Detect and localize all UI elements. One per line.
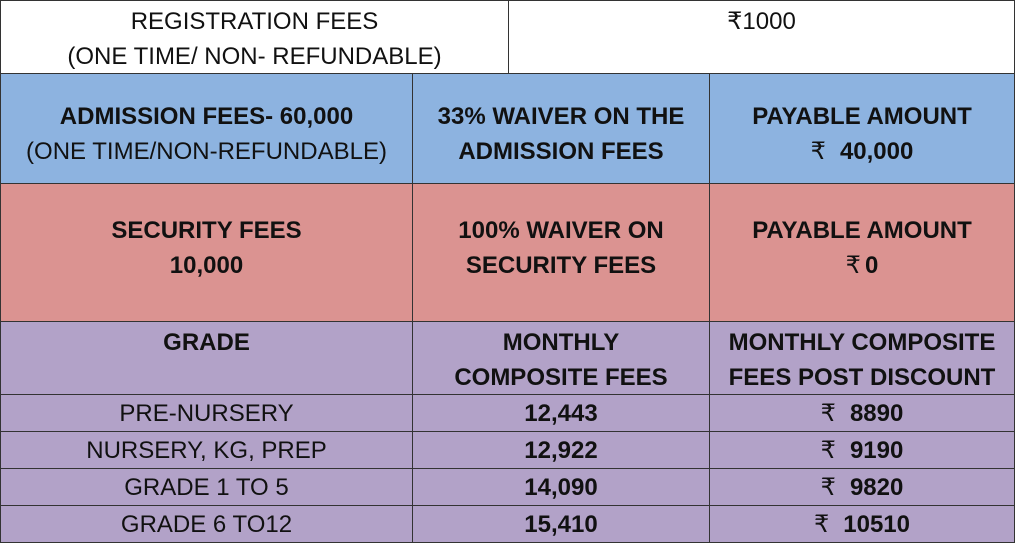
security-fee-amount: 10,000 (169, 251, 244, 279)
security-payable-value: 0 (864, 251, 879, 279)
monthly-fee: 14,090 (524, 473, 598, 501)
post-discount-fee: ₹9820 (821, 470, 904, 505)
registration-fee-amount-cell: ₹1000 (508, 0, 1015, 74)
table-row-grade: GRADE 1 TO 5 (0, 468, 413, 506)
table-row-post-discount: ₹10510 (709, 505, 1015, 543)
registration-fee-note: (ONE TIME/ NON- REFUNDABLE) (67, 43, 442, 70)
grade-name: NURSERY, KG, PREP (86, 436, 327, 464)
post-discount-fee: ₹8890 (821, 396, 904, 431)
table-row-monthly: 12,443 (412, 394, 710, 432)
admission-fee-title: ADMISSION FEES- 60,000 (59, 102, 354, 130)
security-fee-title: SECURITY FEES (111, 216, 302, 244)
security-waiver-cell: 100% WAIVER ON SECURITY FEES (412, 183, 710, 322)
security-payable-amount: ₹0 (846, 248, 879, 283)
post-discount-value: 8890 (849, 399, 904, 427)
grade-name: GRADE 1 TO 5 (124, 473, 289, 501)
admission-waiver-cell: 33% WAIVER ON THE ADMISSION FEES (412, 73, 710, 184)
table-row-grade: GRADE 6 TO12 (0, 505, 413, 543)
security-fee-cell: SECURITY FEES 10,000 (0, 183, 413, 322)
registration-fee-title: REGISTRATION FEES (130, 8, 379, 35)
table-row-grade: PRE-NURSERY (0, 394, 413, 432)
admission-waiver-line2: ADMISSION FEES (458, 137, 664, 165)
post-discount-fee: ₹10510 (814, 507, 910, 542)
rupee-icon: ₹ (820, 399, 836, 427)
monthly-fee: 12,443 (524, 399, 598, 427)
monthly-fee: 12,922 (524, 436, 598, 464)
grade-name: GRADE 6 TO12 (120, 510, 293, 538)
rupee-icon: ₹ (820, 436, 836, 464)
post-discount-fee: ₹9190 (821, 433, 904, 468)
admission-waiver-line1: 33% WAIVER ON THE (437, 102, 685, 130)
security-payable-label: PAYABLE AMOUNT (752, 216, 972, 244)
admission-payable-value: 40,000 (839, 137, 914, 165)
table-row-monthly: 12,922 (412, 431, 710, 469)
table-row-post-discount: ₹8890 (709, 394, 1015, 432)
rupee-icon: ₹ (820, 473, 836, 501)
monthly-header-line2: COMPOSITE FEES (454, 364, 668, 391)
registration-fee-amount: ₹1000 (727, 8, 796, 35)
post-discount-value: 9820 (849, 473, 904, 501)
monthly-fee: 15,410 (524, 510, 598, 538)
grade-column-header: GRADE (0, 321, 413, 395)
post-discount-column-header: MONTHLY COMPOSITE FEES POST DISCOUNT (709, 321, 1015, 395)
table-row-post-discount: ₹9190 (709, 431, 1015, 469)
registration-fee-label-cell: REGISTRATION FEES (ONE TIME/ NON- REFUND… (0, 0, 509, 74)
grade-name: PRE-NURSERY (119, 399, 294, 427)
monthly-header-line1: MONTHLY (502, 329, 620, 356)
admission-fee-cell: ADMISSION FEES- 60,000 (ONE TIME/NON-REF… (0, 73, 413, 184)
security-waiver-line1: 100% WAIVER ON (458, 216, 664, 244)
table-row-grade: NURSERY, KG, PREP (0, 431, 413, 469)
table-row-monthly: 15,410 (412, 505, 710, 543)
post-discount-header-line1: MONTHLY COMPOSITE (728, 329, 996, 356)
admission-payable-label: PAYABLE AMOUNT (752, 102, 972, 130)
table-row-monthly: 14,090 (412, 468, 710, 506)
security-waiver-line2: SECURITY FEES (465, 251, 657, 279)
grade-header-label: GRADE (163, 329, 250, 356)
rupee-icon: ₹ (810, 137, 826, 165)
monthly-fees-column-header: MONTHLY COMPOSITE FEES (412, 321, 710, 395)
security-payable-cell: PAYABLE AMOUNT ₹0 (709, 183, 1015, 322)
admission-fee-note: (ONE TIME/NON-REFUNDABLE) (26, 137, 387, 165)
post-discount-value: 9190 (849, 436, 904, 464)
admission-payable-cell: PAYABLE AMOUNT ₹40,000 (709, 73, 1015, 184)
rupee-icon: ₹ (845, 251, 861, 279)
table-row-post-discount: ₹9820 (709, 468, 1015, 506)
post-discount-value: 10510 (843, 510, 911, 538)
post-discount-header-line2: FEES POST DISCOUNT (728, 364, 996, 391)
rupee-icon: ₹ (813, 510, 830, 538)
admission-payable-amount: ₹40,000 (811, 134, 914, 169)
